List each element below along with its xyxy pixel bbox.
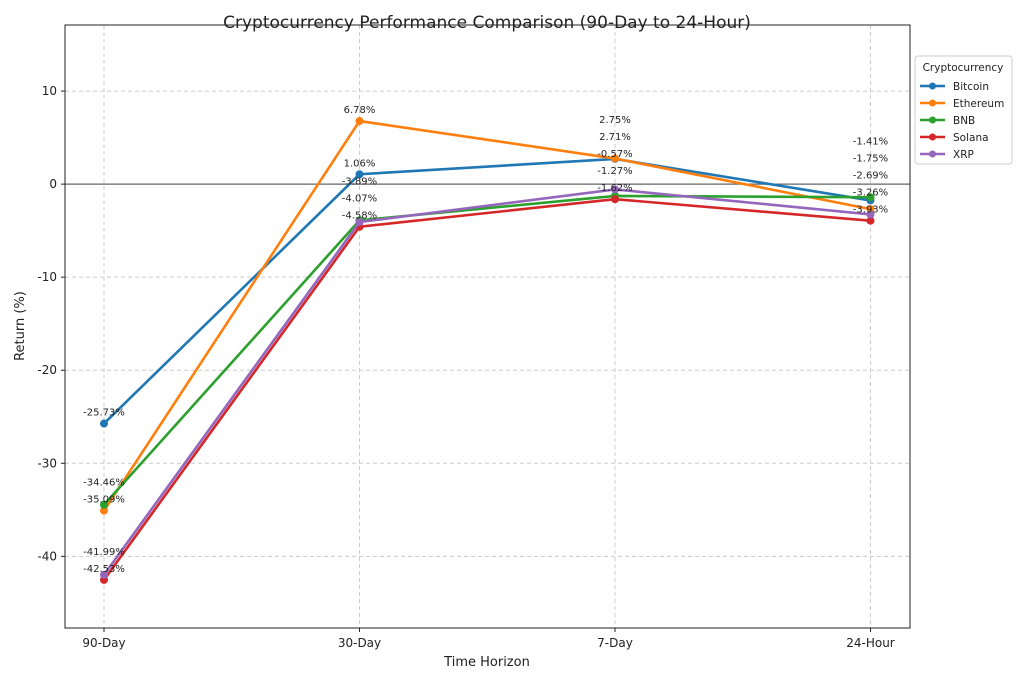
series-line-xrp (102, 188, 871, 576)
x-tick-label: 90-Day (82, 636, 125, 650)
data-label: -1.41% (853, 137, 888, 148)
data-point-bitcoin (100, 419, 108, 428)
legend-marker (929, 116, 936, 124)
y-axis-label: Return (%) (13, 291, 28, 361)
data-label: -34.46% (83, 478, 125, 489)
legend-item-bnb: BNB (920, 115, 975, 127)
data-point-xrp (100, 570, 108, 579)
data-label: -4.58% (342, 211, 377, 222)
legend: Cryptocurrency Bitcoin Ethereum BNB Solana XR… (914, 55, 1013, 165)
y-tick-label: 0 (49, 177, 57, 191)
data-label: -4.07% (342, 194, 377, 205)
data-point-xrp (866, 210, 875, 219)
data-label: -1.27% (597, 166, 632, 177)
data-label: 2.71% (599, 132, 631, 143)
data-label: -1.62% (597, 183, 632, 194)
y-tick-label: -40 (37, 549, 57, 563)
data-point-xrp (355, 217, 364, 226)
chart-title: Cryptocurrency Performance Comparison (9… (223, 13, 751, 33)
series-line-bitcoin (103, 157, 871, 425)
x-tick-label: 24-Hour (846, 636, 895, 650)
y-tick-label: 10 (42, 84, 57, 98)
legend-marker (929, 133, 936, 141)
legend-item-ethereum: Ethereum (920, 98, 1004, 110)
data-label: 6.78% (344, 105, 376, 116)
data-point-bitcoin (355, 170, 364, 179)
legend-item-solana: Solana (920, 132, 989, 144)
data-label: -3.89% (342, 177, 377, 188)
legend-marker (929, 82, 936, 90)
legend-label: Ethereum (953, 98, 1004, 110)
data-label: -25.73% (83, 408, 125, 419)
data-point-xrp (611, 185, 619, 194)
data-label: 1.06% (344, 158, 376, 169)
y-tick-label: -20 (37, 363, 57, 377)
legend-label: Bitcoin (953, 81, 989, 93)
x-tick-label: 7-Day (597, 636, 633, 650)
data-label: -2.69% (853, 171, 888, 182)
data-point-bnb (866, 193, 875, 202)
data-point-solana (866, 216, 875, 225)
data-point-ethereum (100, 506, 108, 515)
x-axis-label: Time Horizon (443, 655, 530, 670)
legend-item-bitcoin: Bitcoin (920, 81, 989, 93)
legend-marker (929, 150, 936, 158)
data-label: 2.75% (599, 115, 631, 126)
data-label: -1.75% (853, 154, 888, 165)
x-tick-label: 30-Day (338, 636, 381, 650)
data-point-ethereum (355, 117, 364, 126)
legend-title: Cryptocurrency (923, 62, 1004, 74)
data-label: -42.53% (83, 564, 125, 575)
data-label: -3.93% (853, 205, 888, 216)
data-label: -35.09% (83, 495, 125, 506)
data-label: -0.57% (597, 149, 632, 160)
y-tick-label: -30 (37, 456, 57, 470)
plot-frame (64, 24, 911, 629)
data-point-solana (611, 195, 619, 204)
data-point-bnb (100, 500, 108, 509)
series-line-solana (102, 197, 871, 581)
legend-item-xrp: XRP (920, 149, 974, 161)
data-point-ethereum (611, 154, 619, 163)
legend-label: XRP (953, 149, 974, 161)
series-line-bnb (103, 194, 871, 506)
data-label: -3.26% (853, 188, 888, 199)
series-line-ethereum (102, 119, 871, 512)
legend-marker (929, 99, 936, 107)
legend-label: Solana (953, 132, 989, 144)
y-tick-label: -10 (37, 270, 57, 284)
data-label: -41.99% (83, 547, 125, 558)
legend-label: BNB (953, 115, 975, 127)
